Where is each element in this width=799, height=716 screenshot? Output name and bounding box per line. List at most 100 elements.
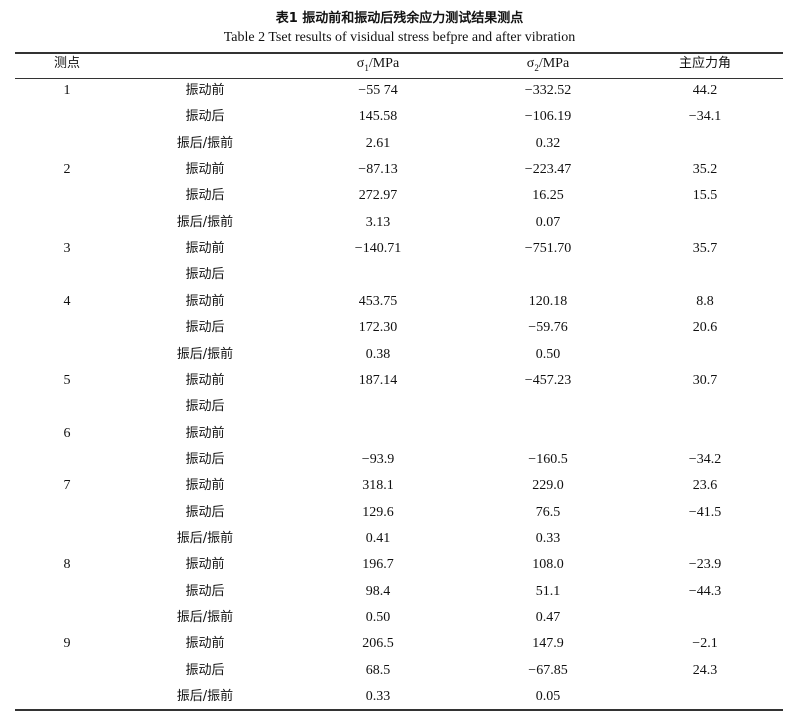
table-row: 振后/振前 3.13 0.07 bbox=[15, 210, 783, 236]
cell-point: 1 bbox=[63, 83, 71, 98]
table-row: 振动后 129.6 76.5 −41.5 bbox=[15, 500, 783, 526]
header-sigma2: σ2/MPa bbox=[526, 56, 570, 73]
cell-s1: 145.58 bbox=[358, 109, 398, 125]
cell-angle: −23.9 bbox=[688, 557, 722, 573]
header-angle: 主应力角 bbox=[678, 56, 731, 71]
cell-s2: 76.5 bbox=[535, 504, 561, 520]
cell-s1: 3.13 bbox=[365, 214, 391, 230]
cell-s1: 2.61 bbox=[365, 135, 391, 151]
cell-s1: 172.30 bbox=[358, 320, 398, 336]
cell-angle: 24.3 bbox=[692, 662, 718, 678]
cell-condition: 振后/振前 bbox=[176, 214, 234, 230]
cell-s1: 187.14 bbox=[358, 372, 398, 388]
table-row: 4 振动前 453.75 120.18 8.8 bbox=[15, 289, 783, 315]
cell-s1: 129.6 bbox=[362, 504, 394, 520]
cell-s1: 0.41 bbox=[365, 530, 391, 546]
cell-condition: 振动后 bbox=[185, 583, 225, 599]
table-row: 振后/振前 2.61 0.32 bbox=[15, 131, 783, 157]
table-row: 6 振动前 bbox=[15, 421, 783, 447]
table-row: 7 振动前 318.1 229.0 23.6 bbox=[15, 473, 783, 499]
table-row: 振后/振前 0.41 0.33 bbox=[15, 526, 783, 552]
table-row: 9 振动前 206.5 147.9 −2.1 bbox=[15, 631, 783, 657]
cell-condition: 振后/振前 bbox=[176, 610, 234, 625]
table-row: 5 振动前 187.14 −457.23 30.7 bbox=[15, 368, 783, 394]
header-rule bbox=[15, 78, 783, 79]
header-sigma1: σ1/MPa bbox=[356, 56, 400, 73]
cell-s1: 272.97 bbox=[358, 188, 398, 204]
cell-angle: 23.6 bbox=[692, 478, 718, 494]
cell-s1: 68.5 bbox=[365, 662, 391, 678]
table-row: 振动后 −93.9 −160.5 −34.2 bbox=[15, 447, 783, 473]
bottom-rule bbox=[15, 709, 783, 711]
cell-s1: 0.33 bbox=[365, 689, 391, 705]
top-rule bbox=[15, 52, 783, 54]
cell-condition: 振动后 bbox=[185, 504, 225, 520]
cell-s2: −160.5 bbox=[528, 451, 568, 467]
cell-condition: 振动前 bbox=[185, 636, 225, 652]
cell-condition: 振动后 bbox=[185, 267, 225, 283]
cell-condition: 振动前 bbox=[185, 557, 225, 573]
cell-point: 8 bbox=[63, 557, 71, 573]
cell-point: 3 bbox=[63, 241, 71, 257]
cell-point: 6 bbox=[63, 425, 71, 441]
cell-s2: −59.76 bbox=[528, 320, 568, 336]
cell-s1: −140.71 bbox=[354, 241, 402, 257]
cell-s1: 0.38 bbox=[365, 346, 391, 362]
table-row: 8 振动前 196.7 108.0 −23.9 bbox=[15, 552, 783, 578]
cell-s2: −67.85 bbox=[528, 662, 568, 678]
cell-condition: 振后/振前 bbox=[176, 346, 234, 362]
cell-s1: −93.9 bbox=[361, 451, 395, 467]
cell-s1: 196.7 bbox=[362, 557, 394, 573]
cell-s1: −55 74 bbox=[358, 83, 398, 98]
table-row: 振动后 272.97 16.25 15.5 bbox=[15, 183, 783, 209]
cell-angle: 15.5 bbox=[692, 188, 718, 204]
cell-s2: 108.0 bbox=[532, 557, 564, 573]
cell-s2: 229.0 bbox=[532, 478, 564, 494]
cell-s2: 0.33 bbox=[535, 530, 561, 546]
cell-condition: 振后/振前 bbox=[176, 689, 234, 705]
table-row: 振动后 bbox=[15, 262, 783, 288]
header-row: 测点 σ1/MPa σ2/MPa 主应力角 bbox=[15, 51, 783, 77]
cell-s2: 51.1 bbox=[535, 583, 561, 599]
cell-point: 9 bbox=[63, 636, 71, 652]
cell-s2: 0.32 bbox=[535, 135, 561, 151]
cell-angle: 35.2 bbox=[692, 162, 718, 178]
cell-angle: −2.1 bbox=[692, 636, 718, 652]
cell-condition: 振动前 bbox=[185, 83, 225, 98]
cell-condition: 振动前 bbox=[185, 293, 225, 309]
cell-condition: 振后/振前 bbox=[176, 530, 234, 546]
table-title: 表1 振动前和振动后残余应力测试结果测点 bbox=[275, 11, 524, 26]
cell-s2: 0.05 bbox=[535, 689, 561, 705]
table-row: 振动后 98.4 51.1 −44.3 bbox=[15, 579, 783, 605]
header-point: 测点 bbox=[53, 56, 80, 71]
cell-s2: 147.9 bbox=[532, 636, 564, 652]
cell-s2: 16.25 bbox=[532, 188, 564, 204]
cell-condition: 振动后 bbox=[185, 320, 225, 336]
table-row: 振动后 172.30 −59.76 20.6 bbox=[15, 315, 783, 341]
cell-condition: 振后/振前 bbox=[176, 135, 234, 151]
cell-s2: 0.50 bbox=[535, 346, 561, 362]
cell-condition: 振动后 bbox=[185, 109, 225, 125]
cell-angle: 8.8 bbox=[696, 293, 714, 309]
cell-angle: 20.6 bbox=[692, 320, 718, 336]
cell-point: 2 bbox=[63, 162, 71, 178]
cell-condition: 振动后 bbox=[185, 399, 225, 415]
table-row: 振后/振前 0.38 0.50 bbox=[15, 342, 783, 368]
cell-condition: 振动前 bbox=[185, 162, 225, 178]
cell-s2: 0.47 bbox=[535, 610, 561, 625]
cell-s1: 98.4 bbox=[365, 583, 391, 599]
cell-point: 5 bbox=[63, 372, 71, 388]
cell-s2: −106.19 bbox=[524, 109, 572, 125]
cell-angle: 30.7 bbox=[692, 372, 718, 388]
cell-condition: 振动后 bbox=[185, 188, 225, 204]
cell-point: 4 bbox=[63, 293, 71, 309]
cell-angle: 44.2 bbox=[692, 83, 718, 98]
cell-condition: 振动后 bbox=[185, 662, 225, 678]
cell-angle: 35.7 bbox=[692, 241, 718, 257]
table-row: 振后/振前 0.50 0.47 bbox=[15, 605, 783, 631]
cell-s2: −223.47 bbox=[524, 162, 572, 178]
cell-angle: −34.1 bbox=[688, 109, 722, 125]
table-subtitle: Table 2 Tset results of visidual stress … bbox=[223, 30, 576, 45]
cell-s1: 453.75 bbox=[358, 293, 398, 309]
cell-s1: 206.5 bbox=[362, 636, 394, 652]
